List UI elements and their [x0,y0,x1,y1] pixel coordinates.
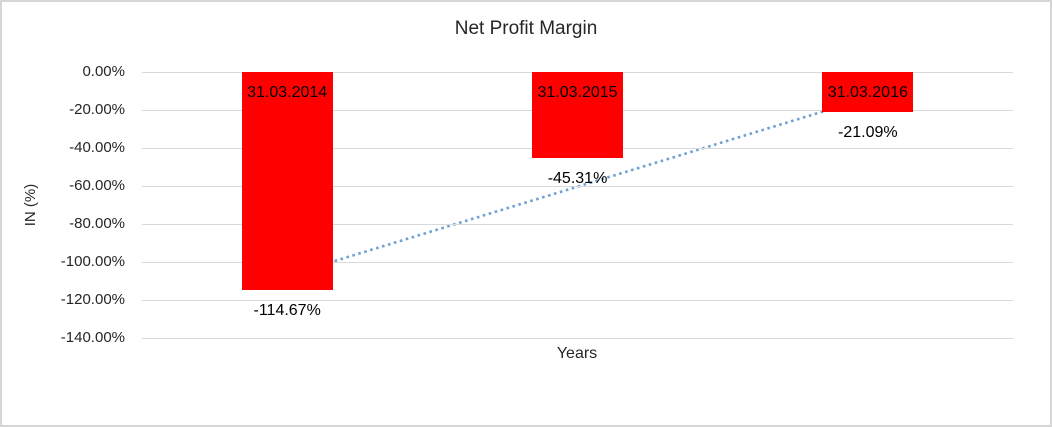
value-label: -21.09% [838,124,898,142]
chart-title: Net Profit Margin [454,18,598,39]
category-label: 31.03.2014 [247,84,328,101]
x-axis-title: Years [556,345,598,362]
y-tick-label: 0.00% [82,63,125,80]
category-label: 31.03.2016 [827,84,908,101]
bar-31.03.2016 [822,72,914,113]
y-tick-label: -20.00% [69,101,125,118]
y-tick-label: -60.00% [69,177,125,194]
y-tick-label: -100.00% [60,253,125,270]
y-axis-title: IN (%) [22,183,39,227]
y-tick-label: -120.00% [60,291,125,308]
y-tick-label: -40.00% [69,139,125,156]
value-label: -114.67% [253,301,321,319]
gridline--140.00% [142,338,1013,339]
gridline--120.00% [142,300,1013,301]
bar-31.03.2014 [241,72,333,290]
y-tick-label: -140.00% [60,329,125,346]
y-tick-label: -80.00% [69,215,125,232]
category-label: 31.03.2015 [537,84,618,101]
value-label: -45.31% [547,170,608,188]
bar-31.03.2015 [532,72,623,159]
